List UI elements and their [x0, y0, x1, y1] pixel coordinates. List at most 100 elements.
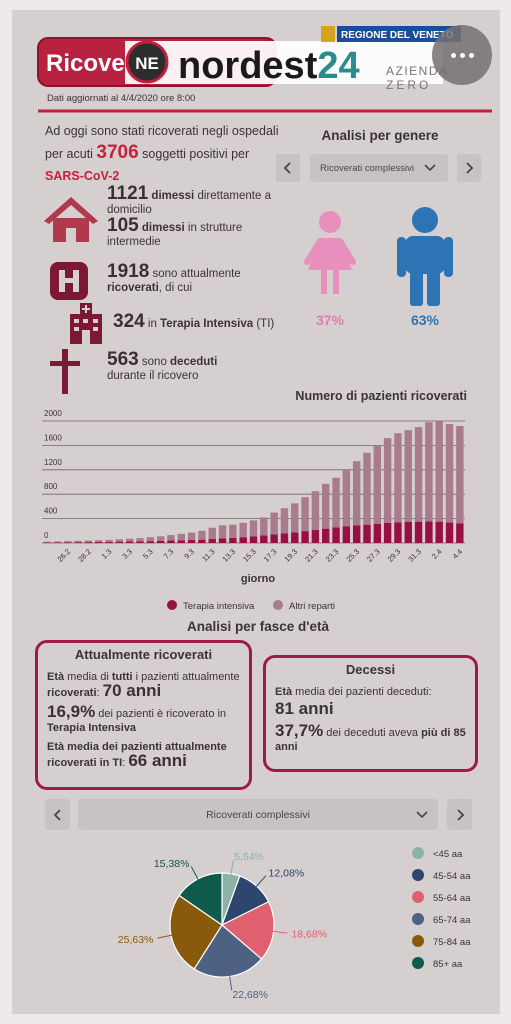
dropdown-text: Ricoverati complessivi	[320, 162, 414, 174]
building-icon	[70, 303, 102, 344]
cross-vertical	[62, 349, 68, 394]
bar	[156, 540, 165, 543]
x-tick-label: 21.3	[303, 547, 320, 564]
region-emblem	[321, 26, 335, 42]
bar	[198, 530, 206, 540]
bar	[105, 541, 113, 543]
deaths-title: Decessi	[345, 662, 396, 677]
text-segment: :	[122, 757, 129, 769]
prev-button[interactable]	[45, 799, 70, 830]
bar	[363, 452, 371, 525]
text-segment: 70 anni	[102, 681, 162, 700]
bar	[115, 539, 124, 542]
bar	[342, 469, 351, 527]
x-tick-label: 4.4	[451, 547, 465, 561]
bar	[322, 483, 330, 529]
house-door	[66, 228, 76, 242]
gender-title: Analisi per genere	[321, 128, 439, 143]
text-segment: 563	[107, 349, 139, 370]
bar	[84, 540, 93, 543]
text-segment: direttamente a domicilio	[107, 190, 271, 216]
bar	[156, 536, 165, 541]
bar	[239, 522, 247, 538]
bar	[74, 542, 82, 543]
bar	[332, 477, 340, 528]
dot	[450, 52, 456, 58]
bar	[352, 525, 361, 543]
bar	[414, 427, 423, 522]
bar	[383, 438, 392, 523]
bar	[394, 433, 402, 523]
bar	[64, 541, 72, 543]
leader-line	[228, 974, 233, 991]
legend-marker	[167, 600, 177, 610]
bar	[291, 503, 299, 533]
bar	[239, 537, 247, 543]
bar	[74, 540, 82, 543]
text-segment: Età media dei pazienti attualmente	[47, 741, 227, 753]
text-segment: 66 anni	[128, 751, 187, 770]
bar	[105, 539, 113, 542]
bar	[125, 541, 134, 543]
logo-box	[125, 41, 443, 84]
text-segment: deceduti	[170, 356, 218, 368]
bar	[363, 524, 371, 543]
text-segment: Terapia Intensiva	[47, 722, 137, 734]
bar	[425, 521, 433, 543]
more-button[interactable]	[432, 25, 492, 85]
legend-marker	[412, 957, 424, 969]
next-button[interactable]	[457, 154, 481, 182]
text-segment: durante il ricovero	[107, 370, 199, 382]
current-line: Età media di tutti i pazienti attualment…	[47, 670, 240, 700]
bar	[445, 522, 454, 543]
pie-value-label: 22,68%	[232, 989, 268, 1001]
text-segment: soggetti positivi per	[138, 147, 250, 161]
bar	[208, 527, 216, 540]
bar	[301, 531, 309, 543]
text-segment: Età	[275, 686, 293, 698]
bar	[301, 497, 309, 532]
x-tick-label: 3.3	[120, 547, 134, 561]
agency-line2: ZERO	[386, 78, 431, 92]
next-button[interactable]	[447, 799, 472, 830]
text-segment: più di 85 anni	[275, 727, 466, 753]
bar	[95, 540, 103, 542]
x-tick-label: 9.3	[182, 547, 196, 561]
current-line: Età media dei pazienti attualmente ricov…	[47, 740, 240, 770]
bar	[456, 426, 464, 524]
y-tick-label: 1200	[44, 458, 62, 467]
bar	[177, 540, 185, 543]
leader-line	[271, 930, 288, 934]
dropdown[interactable]: Ricoverati complessivi	[78, 799, 438, 830]
house-roof	[44, 197, 98, 224]
stat-text: 324 in Terapia Intensiva (TI)	[113, 312, 308, 331]
x-tick-label: 31.3	[406, 547, 423, 564]
bar	[53, 541, 62, 543]
bar	[177, 533, 185, 541]
male-share: 63%	[410, 312, 440, 328]
text-segment: 105	[107, 215, 139, 236]
text-segment: tutti	[111, 671, 133, 683]
x-tick-label: 19.3	[282, 547, 299, 564]
bar	[270, 512, 278, 535]
bar	[383, 522, 392, 543]
bar	[249, 520, 258, 537]
chevron-right	[466, 162, 474, 174]
pie-value-label: 25,63%	[118, 934, 154, 946]
text-segment: media dei pazienti deceduti:	[292, 686, 432, 698]
text-segment: 324	[113, 311, 145, 332]
text-segment: sono	[138, 356, 171, 368]
bar	[84, 542, 93, 543]
prev-button[interactable]	[276, 154, 300, 182]
text-segment: dei deceduti aveva	[323, 727, 422, 739]
legend-label: 65-74 aa	[433, 915, 471, 926]
text-segment: Terapia Intensiva	[160, 318, 254, 330]
region-name: REGIONE DEL VENETO	[341, 30, 454, 41]
bar	[95, 541, 103, 543]
text-segment: i pazienti attualmente	[132, 671, 240, 683]
dropdown[interactable]: Ricoverati complessivi	[310, 154, 448, 182]
deaths-box: Decessi Età media dei pazienti deceduti:…	[263, 655, 478, 772]
pie-value-label: 18,68%	[291, 929, 327, 941]
x-tick-label: 1.3	[100, 547, 114, 561]
